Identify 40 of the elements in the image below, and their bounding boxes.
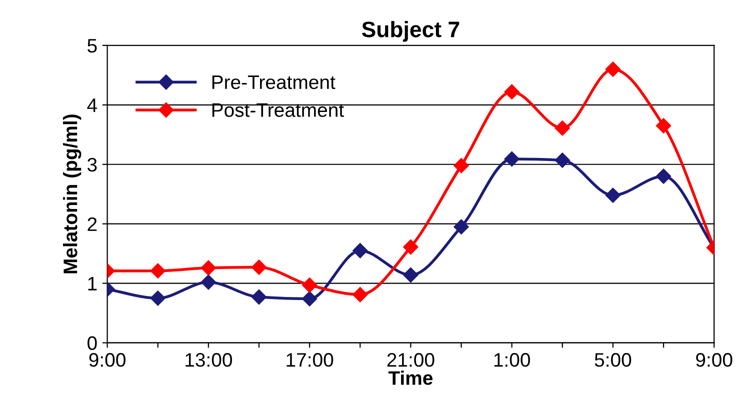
- legend-label: Post-Treatment: [212, 103, 344, 117]
- x-tick-label: 9:00: [89, 353, 126, 367]
- point: [454, 158, 469, 174]
- x-tick-label: 1:00: [494, 353, 530, 367]
- x-tick-label: 17:00: [286, 353, 334, 367]
- x-tick-label: 9:00: [696, 353, 732, 367]
- y-tick-label: 3: [88, 158, 97, 172]
- x-axis-title: Time: [388, 370, 433, 385]
- point: [554, 120, 570, 136]
- point: [403, 239, 418, 255]
- y-tick-label: 1: [88, 276, 97, 290]
- point: [504, 151, 520, 167]
- point: [150, 290, 166, 306]
- point: [454, 219, 469, 234]
- point: [605, 62, 621, 77]
- chart-title: Subject 7: [362, 20, 460, 42]
- y-tick-label: 0: [88, 336, 97, 350]
- point: [352, 243, 368, 258]
- point: [504, 84, 520, 100]
- point: [150, 263, 166, 278]
- point: [554, 152, 570, 168]
- y-tick-label: 5: [88, 39, 97, 53]
- y-tick-label: 4: [87, 98, 98, 112]
- x-tick-label: 5:00: [594, 353, 632, 367]
- x-tick-label: 21:00: [387, 353, 434, 367]
- point: [302, 291, 318, 306]
- point: [656, 118, 672, 134]
- y-axis-title: Melatonin (pg/ml): [63, 114, 82, 274]
- x-tick-label: 13:00: [186, 353, 232, 367]
- point: [200, 274, 216, 290]
- point: [200, 260, 216, 276]
- point: [605, 188, 621, 203]
- legend-label: Pre-Treatment: [212, 76, 336, 90]
- point: [403, 267, 418, 283]
- point: [251, 289, 267, 305]
- point: [302, 278, 318, 293]
- point: [352, 287, 368, 302]
- point: [656, 168, 672, 184]
- y-tick-label: 2: [88, 217, 97, 231]
- point: [251, 260, 267, 275]
